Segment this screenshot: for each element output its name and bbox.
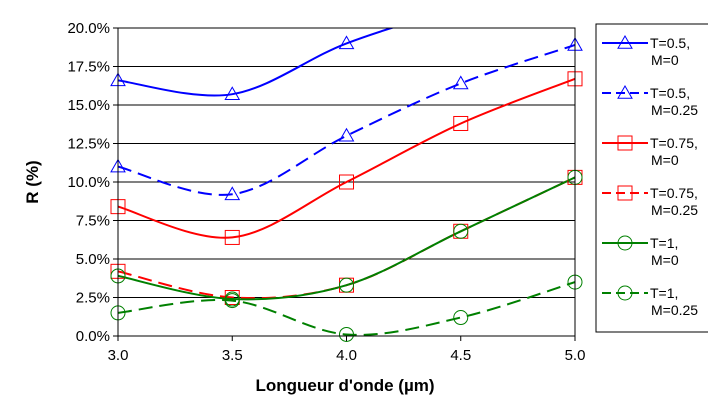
legend-marker [617, 235, 633, 251]
data-point [339, 174, 354, 190]
x-tick-label: 5.0 [565, 347, 586, 364]
series-line [118, 281, 575, 336]
legend-label: M=0 [651, 52, 679, 68]
legend-marker [617, 285, 633, 301]
data-point [338, 35, 355, 50]
data-point [224, 229, 240, 245]
series-line [118, 77, 575, 239]
legend-label: T=0.75, [650, 135, 698, 151]
y-tick-label: 7.5% [76, 213, 110, 230]
legend-marker [617, 34, 633, 49]
data-point [339, 277, 354, 293]
legend-label: M=0.25 [651, 202, 698, 218]
x-tick-label: 4.5 [450, 347, 471, 364]
series-line [118, 28, 395, 97]
data-point [339, 326, 354, 342]
y-tick-label: 15.0% [67, 97, 110, 114]
data-point [453, 223, 469, 239]
legend-label: T=1, [650, 285, 678, 301]
y-tick-label: 10.0% [67, 174, 110, 191]
x-axis-title: Longueur d'onde (µm) [255, 376, 434, 395]
legend-label: T=1, [650, 235, 678, 251]
x-axis-ticks: 3.0 3.5 4.0 4.5 5.0 [108, 336, 586, 364]
legend-label: M=0 [651, 252, 679, 268]
legend-marker [617, 185, 633, 201]
data-point [338, 127, 355, 142]
series-line [118, 43, 575, 196]
data-point [224, 293, 240, 309]
legend-label: T=0.75, [650, 185, 698, 201]
data-point [452, 75, 469, 90]
legend-label: M=0 [651, 152, 679, 168]
x-tick-label: 3.0 [108, 347, 129, 364]
legend-marker [617, 84, 633, 99]
series-group [118, 28, 575, 336]
legend-box [595, 23, 708, 333]
y-tick-label: 2.5% [76, 290, 110, 307]
legend-label: T=0.5, [650, 35, 690, 51]
y-tick-label: 20.0% [67, 20, 110, 37]
data-point [453, 310, 469, 326]
legend-marker [617, 135, 633, 151]
legend-label: T=0.5, [650, 85, 690, 101]
data-point [224, 186, 241, 201]
legend: T=0.5,M=0T=0.5,M=0.25T=0.75,M=0T=0.75,M=… [602, 34, 698, 318]
legend-label: M=0.25 [651, 102, 698, 118]
legend-label: M=0.25 [651, 302, 698, 318]
x-tick-label: 4.0 [336, 347, 357, 364]
y-tick-label: 12.5% [67, 136, 110, 153]
y-axis-ticks: 0.0% 2.5% 5.0% 7.5% 10.0% 12.5% 15.0% 17.5% 20.0… [67, 20, 118, 345]
data-point [224, 86, 241, 100]
y-tick-label: 17.5% [67, 59, 110, 76]
data-point [453, 115, 469, 131]
x-tick-label: 3.5 [222, 347, 243, 364]
y-tick-label: 5.0% [76, 251, 110, 268]
y-axis-title: R (%) [23, 160, 42, 203]
series-line [118, 176, 575, 301]
y-tick-label: 0.0% [76, 328, 110, 345]
